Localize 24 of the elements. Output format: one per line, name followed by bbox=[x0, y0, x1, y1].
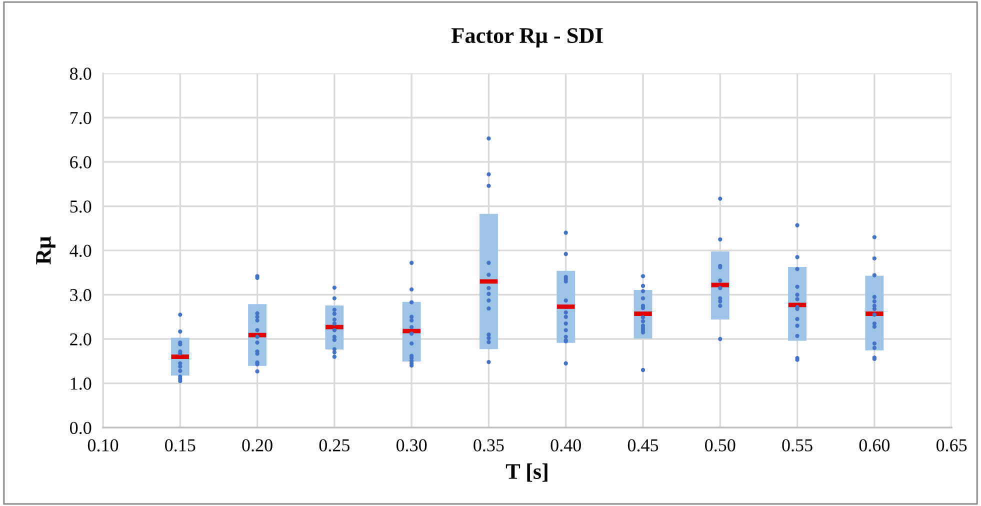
x-tick-label: 0.30 bbox=[396, 439, 427, 452]
x-tick-label: 0.40 bbox=[550, 439, 581, 452]
y-axis-title: Rμ bbox=[36, 236, 56, 264]
y-tick-label: 2.0 bbox=[70, 333, 92, 346]
x-tick-label: 0.50 bbox=[705, 439, 736, 452]
x-tick-label: 0.10 bbox=[88, 439, 118, 452]
x-tick-label: 0.35 bbox=[474, 439, 504, 452]
y-tick-label: 0.0 bbox=[70, 422, 92, 434]
x-tick-label: 0.60 bbox=[859, 439, 890, 452]
y-tick-label: 3.0 bbox=[70, 289, 92, 302]
chart-title: Factor Rμ - SDI bbox=[452, 28, 603, 48]
x-tick-label: 0.20 bbox=[242, 439, 272, 452]
y-tick-label: 8.0 bbox=[70, 68, 92, 80]
y-tick-label: 1.0 bbox=[70, 378, 92, 390]
x-tick-label: 0.45 bbox=[628, 439, 658, 452]
x-tick-label: 0.25 bbox=[319, 439, 350, 452]
y-tick-label: 6.0 bbox=[70, 156, 92, 168]
x-tick-label: 0.15 bbox=[165, 439, 196, 452]
y-tick-label: 5.0 bbox=[70, 200, 92, 213]
y-tick-label: 7.0 bbox=[70, 112, 92, 124]
y-tick-label: 4.0 bbox=[70, 244, 92, 257]
x-tick-label: 0.55 bbox=[782, 439, 812, 452]
x-tick-label: 0.65 bbox=[936, 439, 967, 452]
x-axis-title: T [s] bbox=[506, 463, 548, 482]
